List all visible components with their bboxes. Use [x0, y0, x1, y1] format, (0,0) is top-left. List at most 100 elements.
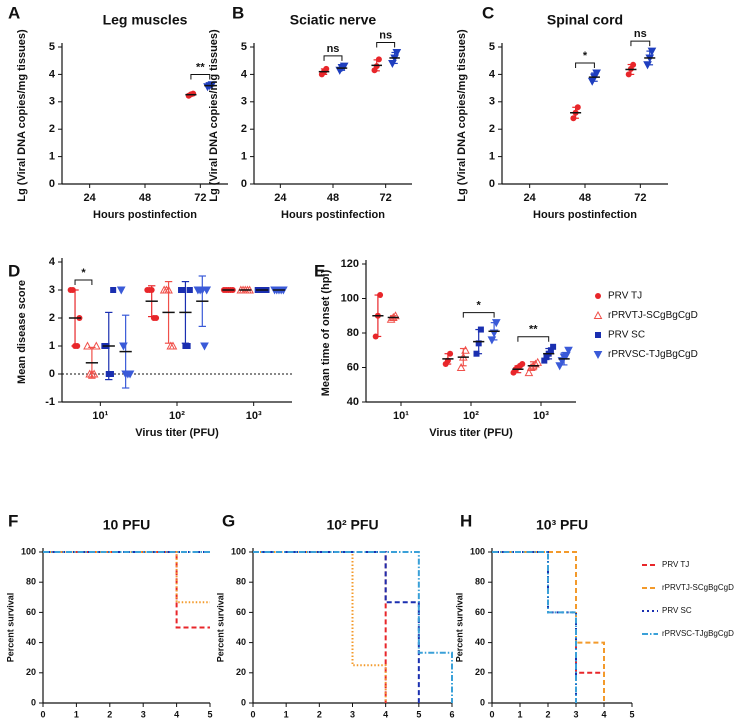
y-tick-label: 3 — [49, 96, 55, 108]
x-tick-label: 10¹ — [393, 410, 409, 422]
y-tick-label: 5 — [241, 41, 247, 53]
x-tick-label: 48 — [327, 192, 339, 204]
point — [377, 292, 384, 299]
survival-curve — [253, 551, 387, 703]
x-tick-label: 4 — [383, 709, 388, 719]
point — [461, 345, 470, 354]
panel-title: Sciatic nerve — [290, 12, 377, 28]
significance-label: ns — [327, 43, 340, 55]
significance-bracket — [74, 279, 93, 285]
legend-label: rPRVSC-TJgBgCgD — [662, 629, 734, 638]
x-tick-label: 72 — [380, 192, 392, 204]
survival-curve — [492, 551, 605, 703]
x-tick-label: 2 — [317, 709, 322, 719]
y-tick-label: 80 — [236, 577, 246, 587]
panel-letter: C — [482, 3, 494, 22]
panel-letter: A — [8, 3, 20, 22]
point — [561, 351, 571, 360]
y-tick-label: 1 — [489, 151, 495, 163]
x-tick-label: 10³ — [533, 410, 549, 422]
y-tick-label: 0 — [241, 178, 247, 190]
significance-bracket — [575, 62, 595, 69]
point — [564, 346, 573, 355]
x-tick-label: 5 — [416, 709, 421, 719]
panel-title: 10² PFU — [326, 517, 378, 533]
point — [375, 56, 382, 63]
point — [555, 362, 565, 371]
point — [125, 370, 135, 379]
x-tick-label: 10³ — [246, 410, 262, 422]
point — [200, 342, 209, 351]
point — [388, 59, 397, 68]
significance-bracket — [190, 74, 211, 80]
legend-label: PRV SC — [662, 606, 692, 615]
x-tick-label: 0 — [40, 709, 45, 719]
x-tick-label: 1 — [74, 709, 79, 719]
significance-label: ** — [529, 324, 538, 336]
x-tick-label: 2 — [545, 709, 550, 719]
point — [473, 350, 480, 357]
point — [547, 347, 554, 354]
point — [91, 341, 101, 350]
y-tick-label: 0 — [49, 368, 55, 380]
x-tick-label: 1 — [284, 709, 289, 719]
point — [447, 350, 454, 357]
point — [148, 287, 155, 293]
x-tick-label: 3 — [350, 709, 355, 719]
legend-label: PRV TJ — [662, 560, 689, 569]
point — [630, 61, 637, 68]
point — [574, 104, 581, 111]
point — [168, 341, 178, 350]
y-tick-label: 0 — [480, 697, 485, 707]
x-tick-label: 72 — [634, 192, 646, 204]
y-tick-label: 80 — [347, 327, 359, 339]
significance-label: ** — [196, 61, 205, 73]
y-tick-label: 40 — [26, 637, 36, 647]
y-tick-label: 2 — [49, 312, 55, 324]
y-tick-label: 2 — [489, 123, 495, 135]
significance-bracket — [517, 336, 550, 342]
x-axis-label: Virus titer (PFU) — [135, 427, 219, 439]
y-tick-label: 20 — [236, 667, 246, 677]
point — [110, 287, 117, 293]
legend-label: rPRVTJ-SCgBgCgD — [608, 310, 698, 321]
point — [190, 90, 197, 97]
y-axis-label: Percent survival — [454, 593, 464, 663]
y-tick-label: 20 — [475, 667, 485, 677]
panel-letter: G — [222, 511, 235, 530]
survival-curve — [492, 551, 605, 703]
y-tick-label: 20 — [26, 667, 36, 677]
x-tick-label: 72 — [194, 192, 206, 204]
significance-bracket — [462, 312, 495, 318]
y-tick-label: 0 — [241, 697, 246, 707]
x-tick-label: 24 — [274, 192, 287, 204]
y-tick-label: 3 — [241, 96, 247, 108]
x-tick-label: 3 — [141, 709, 146, 719]
x-axis-label: Hours postinfection — [533, 209, 637, 221]
y-tick-label: 2 — [49, 123, 55, 135]
y-tick-label: 60 — [347, 361, 359, 373]
point — [595, 332, 601, 338]
significance-bracket — [630, 40, 651, 47]
y-tick-label: 100 — [231, 546, 246, 556]
point — [202, 286, 212, 295]
y-tick-label: 5 — [489, 41, 495, 53]
x-tick-label: 0 — [250, 709, 255, 719]
x-tick-label: 2 — [107, 709, 112, 719]
x-axis-label: Virus titer (PFU) — [429, 427, 513, 439]
point — [74, 343, 81, 349]
point — [391, 311, 400, 320]
x-axis-label: Hours postinfection — [281, 209, 385, 221]
y-tick-label: 40 — [347, 396, 359, 408]
panel-title: 10 PFU — [103, 517, 150, 533]
point — [647, 47, 657, 56]
point — [487, 336, 497, 345]
y-axis-label: Mean time of onset (hpi) — [320, 269, 332, 396]
y-tick-label: 0 — [489, 178, 495, 190]
x-tick-label: 0 — [489, 709, 494, 719]
y-tick-label: 4 — [49, 256, 56, 268]
x-tick-label: 10¹ — [92, 410, 108, 422]
y-tick-label: 4 — [241, 68, 248, 80]
point — [541, 357, 548, 364]
